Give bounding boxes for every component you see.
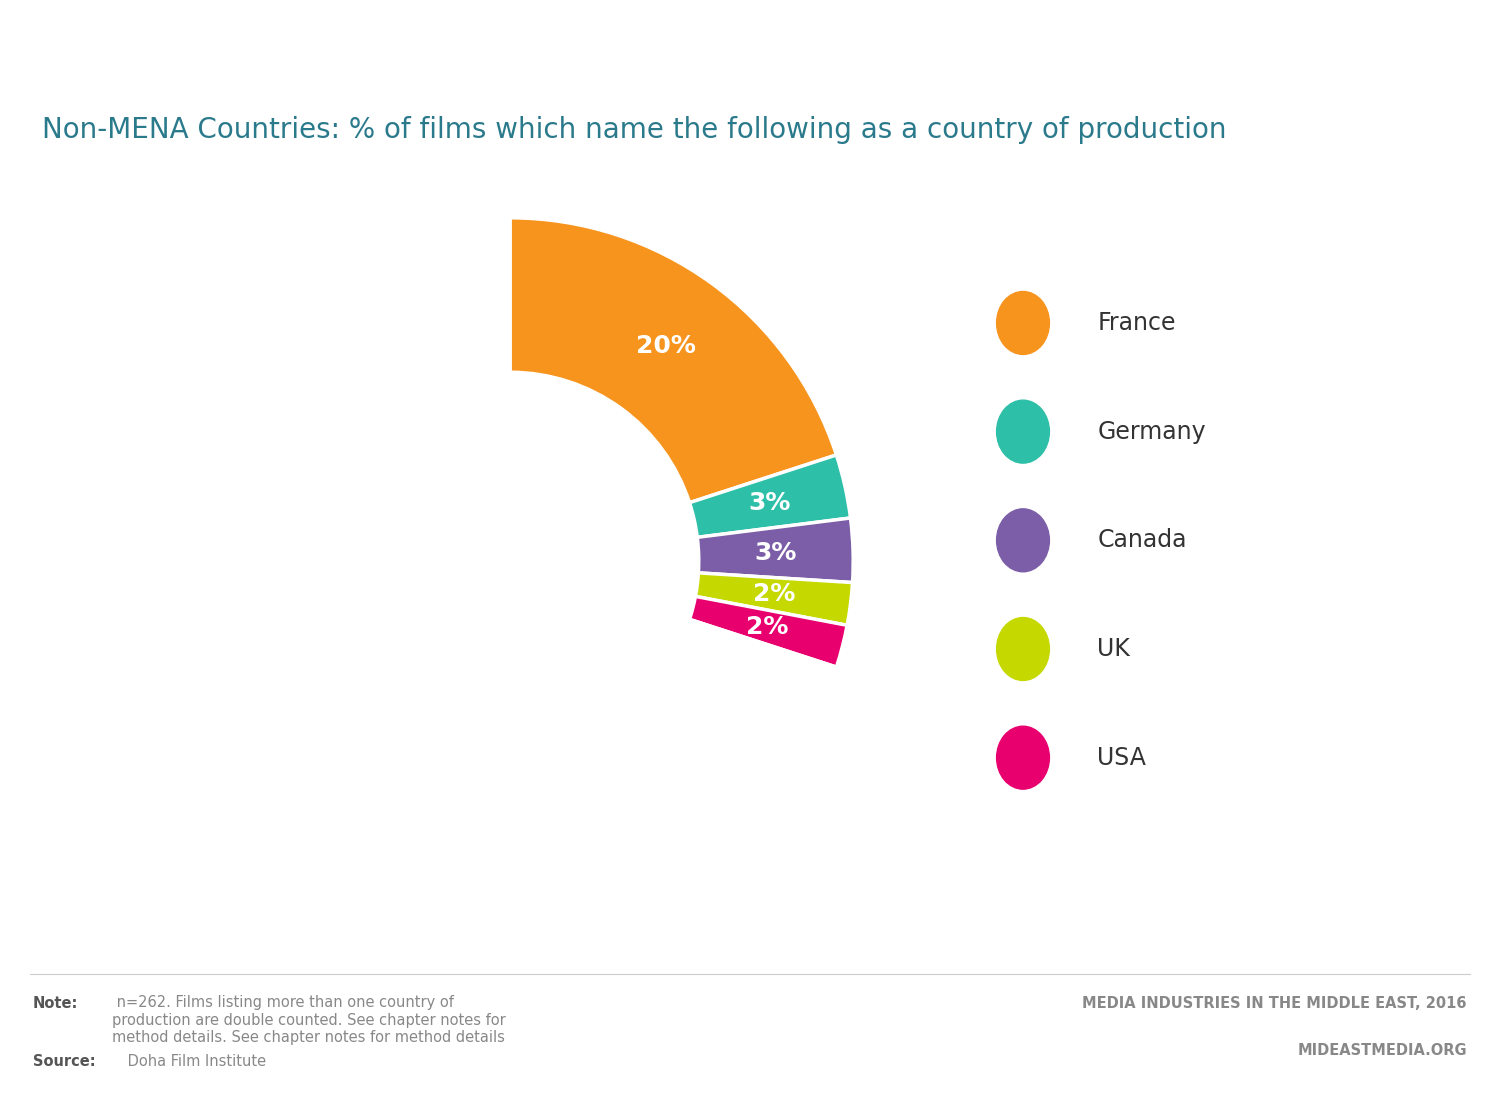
Text: Note:: Note: <box>33 996 78 1011</box>
Text: 20%: 20% <box>636 333 696 358</box>
Text: Source:: Source: <box>33 1054 96 1069</box>
Wedge shape <box>166 218 837 904</box>
Text: France: France <box>1098 311 1176 336</box>
Circle shape <box>996 292 1050 354</box>
Text: 3%: 3% <box>754 540 796 564</box>
Text: 2%: 2% <box>747 615 789 639</box>
Circle shape <box>996 509 1050 572</box>
Text: USA: USA <box>1098 746 1146 770</box>
Circle shape <box>996 617 1050 681</box>
Text: Canada: Canada <box>1098 528 1186 552</box>
Text: 2%: 2% <box>753 582 795 606</box>
Wedge shape <box>690 455 850 537</box>
Text: Germany: Germany <box>1098 419 1206 443</box>
Text: MIDEASTMEDIA.ORG: MIDEASTMEDIA.ORG <box>1298 1043 1467 1058</box>
Wedge shape <box>690 596 847 667</box>
Text: Non-MENA Countries: % of films which name the following as a country of producti: Non-MENA Countries: % of films which nam… <box>42 116 1227 143</box>
Text: 3%: 3% <box>748 491 790 515</box>
Circle shape <box>996 726 1050 789</box>
Text: n=262. Films listing more than one country of
production are double counted. See: n=262. Films listing more than one count… <box>112 996 506 1045</box>
Circle shape <box>996 400 1050 463</box>
Wedge shape <box>698 518 853 583</box>
Text: Doha Film Institute: Doha Film Institute <box>123 1054 266 1069</box>
Text: UK: UK <box>1098 637 1131 661</box>
Wedge shape <box>696 573 852 625</box>
Text: INDEPENDENT FILM IN THE ARAB WORLD: INDEPENDENT FILM IN THE ARAB WORLD <box>27 30 378 45</box>
Text: MEDIA INDUSTRIES IN THE MIDDLE EAST, 2016: MEDIA INDUSTRIES IN THE MIDDLE EAST, 201… <box>1083 996 1467 1011</box>
Wedge shape <box>510 218 837 503</box>
